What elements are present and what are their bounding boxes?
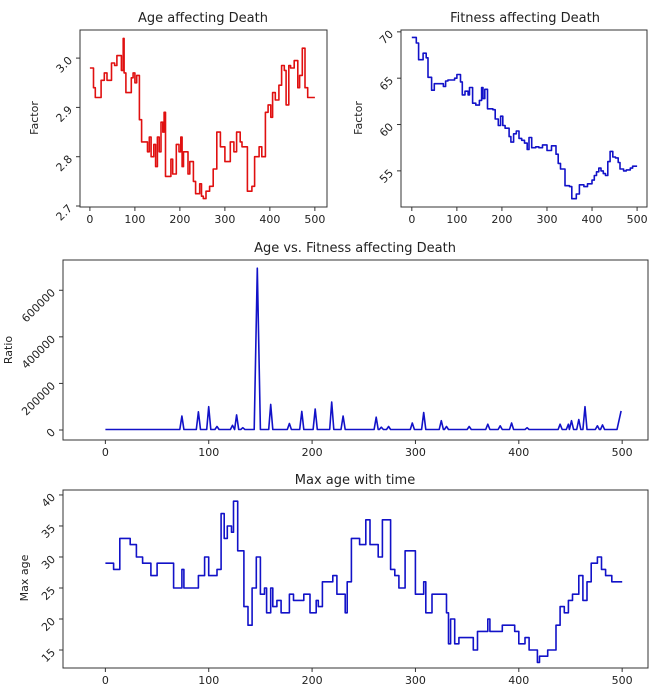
x-tick-label: 400	[508, 446, 529, 459]
y-tick-label: 60	[377, 120, 396, 139]
axes-frame	[62, 259, 649, 441]
y-axis-label: Factor	[352, 101, 365, 135]
x-tick-label: 100	[198, 674, 219, 687]
y-tick-label: 35	[39, 522, 58, 541]
y-tick-label: 200000	[19, 379, 58, 418]
x-tick-label: 200	[491, 213, 512, 226]
y-axis-label: Max age	[18, 554, 31, 601]
subplot-max-age-with-time: Max age with time Max age 0 100 200 300 400 5…	[18, 473, 649, 687]
axes-frame	[79, 29, 328, 208]
y-tick-label: 15	[39, 646, 58, 665]
x-tick-label: 100	[124, 213, 145, 226]
y-axis-label: Factor	[28, 101, 41, 135]
x-tick-label: 500	[612, 674, 633, 687]
x-tick-label: 0	[408, 213, 415, 226]
y-tick-label: 2.9	[54, 103, 76, 125]
y-tick-label: 65	[377, 74, 396, 93]
x-tick-label: 400	[582, 213, 603, 226]
y-tick-label: 3.0	[54, 54, 76, 76]
x-tick-label: 300	[536, 213, 557, 226]
x-tick-label: 400	[259, 213, 280, 226]
y-tick-label: 30	[39, 553, 58, 572]
x-tick-label: 300	[405, 674, 426, 687]
x-tick-label: 0	[102, 674, 109, 687]
series-line	[89, 37, 315, 200]
y-tick-label: 70	[377, 28, 396, 47]
chart-title: Fitness affecting Death	[450, 11, 600, 26]
y-tick-label: 25	[39, 584, 58, 603]
y-tick-label: 40	[39, 491, 58, 510]
x-tick-label: 100	[446, 213, 467, 226]
x-tick-label: 500	[612, 446, 633, 459]
series-line	[105, 500, 623, 664]
y-tick-label: 400000	[19, 333, 58, 372]
y-tick-label: 55	[377, 167, 396, 186]
x-tick-label: 300	[405, 446, 426, 459]
x-tick-label: 200	[169, 213, 190, 226]
x-tick-label: 100	[198, 446, 219, 459]
y-tick-label: 2.7	[54, 202, 76, 224]
axes-frame	[400, 29, 648, 208]
x-tick-label: 400	[508, 674, 529, 687]
x-tick-label: 500	[304, 213, 325, 226]
x-tick-label: 500	[627, 213, 648, 226]
axes-frame	[62, 489, 649, 669]
x-tick-label: 0	[102, 446, 109, 459]
x-tick-label: 300	[214, 213, 235, 226]
x-tick-label: 200	[302, 446, 323, 459]
x-tick-label: 200	[302, 674, 323, 687]
subplot-age-affecting-death: Age affecting Death Factor 0 100 200 300 400…	[28, 11, 328, 226]
y-tick-label: 0	[44, 426, 58, 440]
subplot-fitness-affecting-death: Fitness affecting Death Factor 0 100 200 30…	[352, 11, 648, 226]
subplot-age-vs-fitness: Age vs. Fitness affecting Death Ratio 0 1…	[2, 241, 649, 459]
chart-title: Age vs. Fitness affecting Death	[254, 241, 456, 256]
y-tick-label: 20	[39, 615, 58, 634]
y-tick-label: 600000	[19, 286, 58, 325]
x-tick-label: 0	[86, 213, 93, 226]
series-line	[105, 267, 622, 431]
y-axis-label: Ratio	[2, 336, 15, 365]
y-tick-label: 2.8	[54, 153, 76, 175]
series-line	[411, 36, 638, 200]
chart-title: Max age with time	[295, 473, 415, 488]
chart-title: Age affecting Death	[138, 11, 268, 26]
